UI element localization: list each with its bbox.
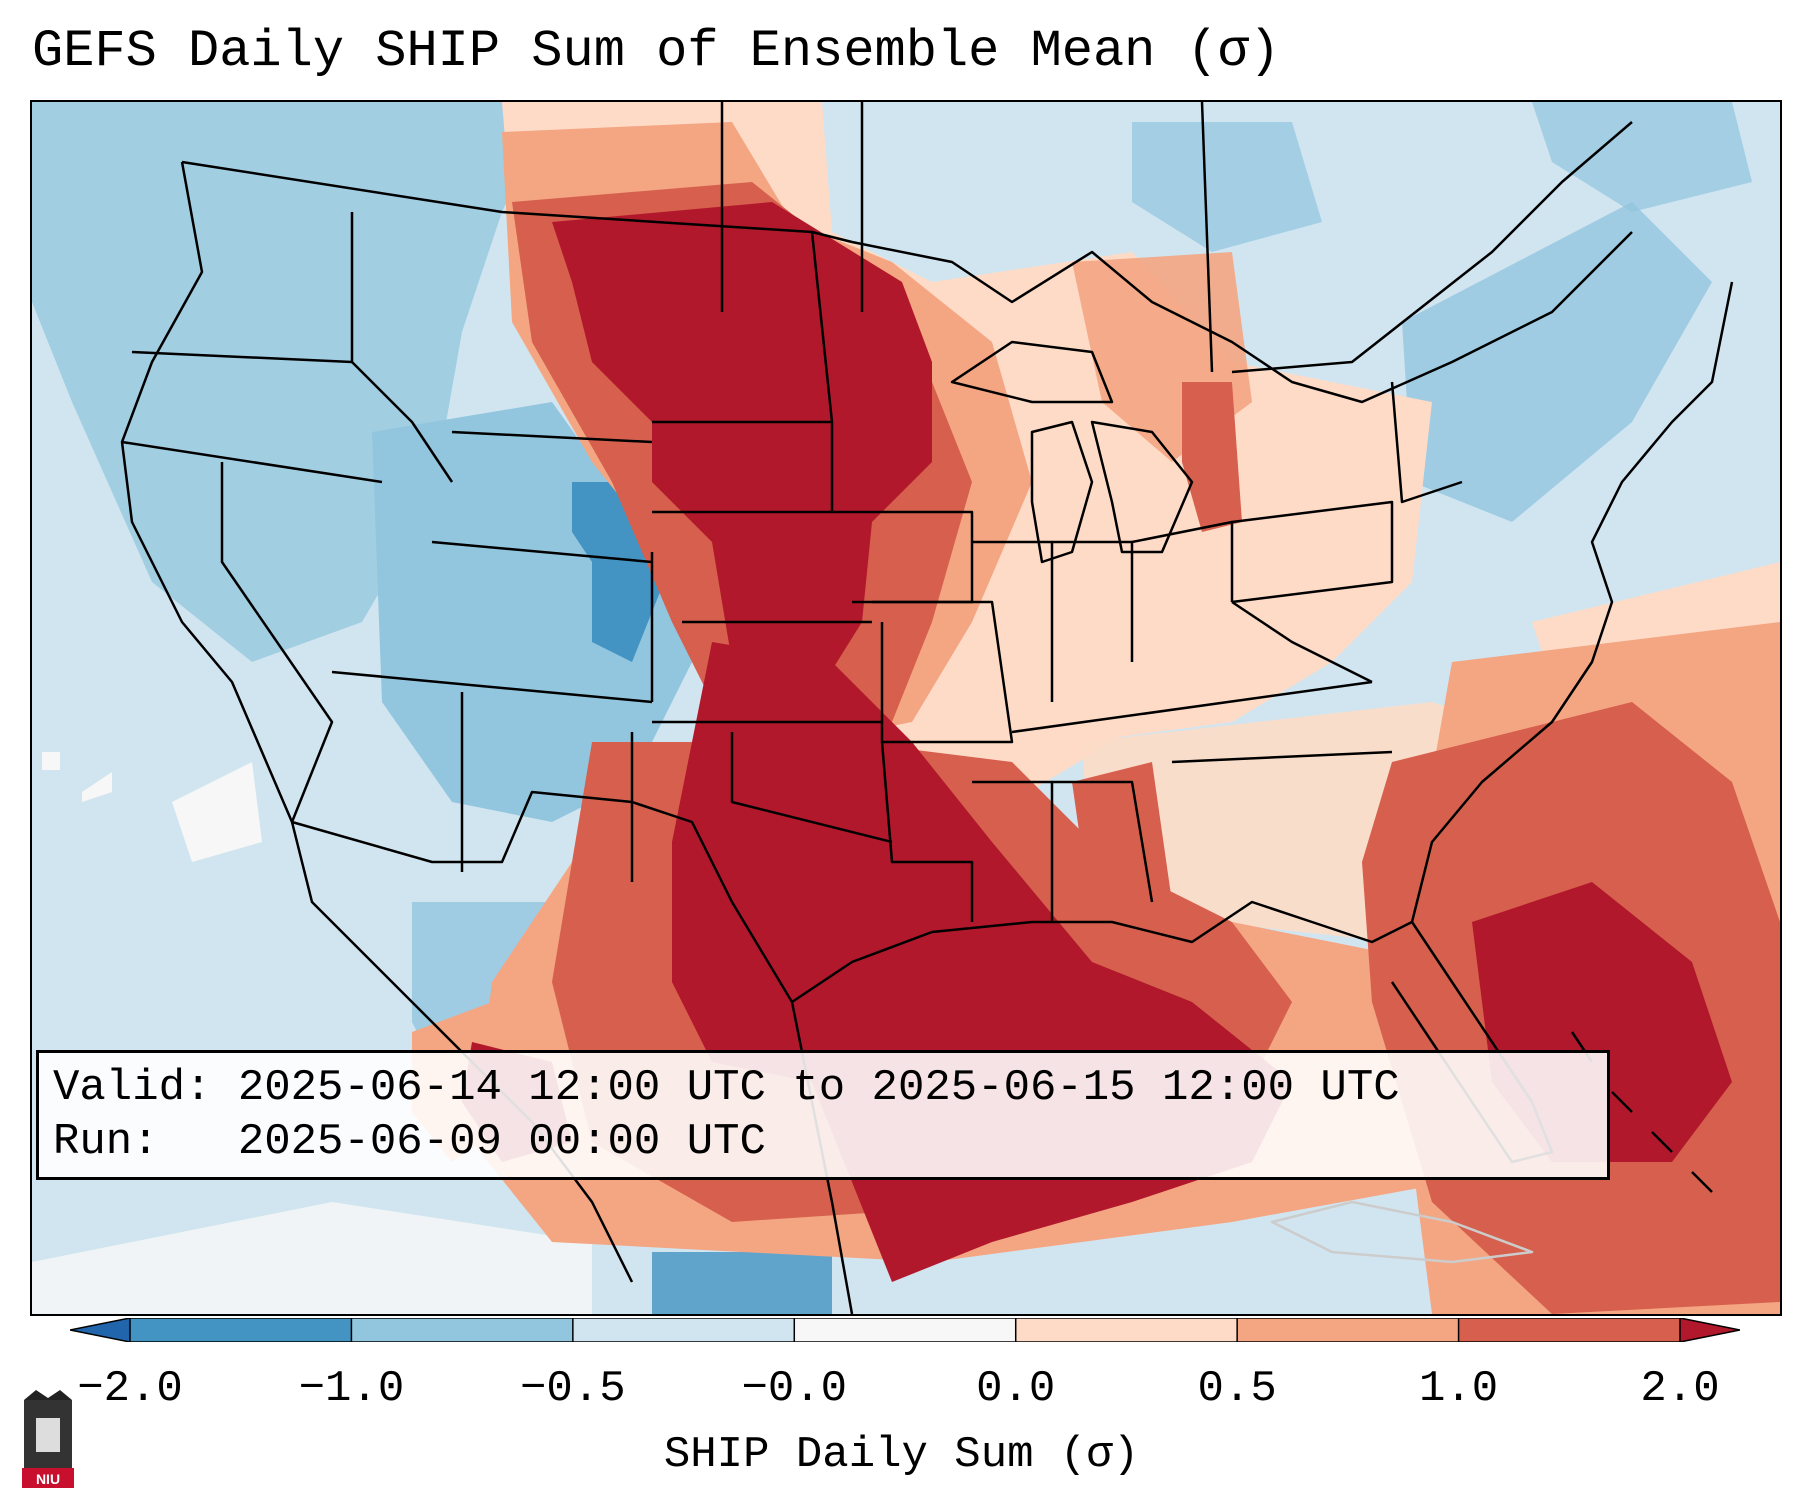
mississippi-strong-positive [1072, 762, 1172, 922]
colorbar-tick-label: −0.5 [520, 1364, 626, 1414]
colorbar-bin-4 [1015, 1318, 1238, 1342]
state-line-tn-ky [1011, 680, 1373, 734]
state-line-nc-sc [1171, 750, 1393, 764]
gulf-coastline [791, 900, 1413, 1004]
canada-province-line-3 [1200, 102, 1214, 373]
colorbar-bin-1 [351, 1318, 574, 1342]
bahamas-outline [1570, 1031, 1713, 1193]
colorbar-tick-label: 1.0 [1418, 1364, 1499, 1414]
state-line-mn-west [810, 231, 834, 512]
state-line-ny-ne [1390, 381, 1463, 504]
south-pacific-neutral [32, 1202, 592, 1314]
page-title: GEFS Daily SHIP Sum of Ensemble Mean (σ) [32, 22, 1281, 81]
canada-east-negative-patch [1132, 122, 1322, 252]
run-time: 2025-06-09 00:00 UTC [237, 1117, 766, 1167]
valid-time-range: 2025-06-14 12:00 UTC to 2025-06-15 12:00… [237, 1063, 1400, 1113]
cuba-outline [1270, 1200, 1534, 1264]
state-line-mt-wy [451, 430, 653, 444]
canada-us-border-west [181, 160, 853, 244]
canada-us-border-great-lakes [851, 231, 1633, 404]
political-boundaries [120, 102, 1734, 1314]
colorbar-bin-2 [572, 1318, 795, 1342]
colorbar-tick-label: −0.0 [741, 1364, 848, 1414]
state-line-mo [872, 600, 1014, 744]
colorbar-extend-low [70, 1318, 130, 1342]
colorbar-tick-label: 0.5 [1197, 1364, 1277, 1414]
logo-roof-icon [24, 1390, 72, 1400]
northeast-negative-region [1402, 202, 1712, 522]
logo-banner [22, 1468, 74, 1488]
validity-info-box: Valid: 2025-06-14 12:00 UTC to 2025-06-1… [36, 1050, 1610, 1180]
state-line-ar-la [880, 741, 974, 922]
colorbar-bin-6 [1458, 1318, 1681, 1342]
colorbar-bin-3 [794, 1318, 1017, 1342]
state-line-wy-co [431, 540, 653, 564]
state-line-al-ga [1052, 780, 1154, 903]
valid-label: Valid: [53, 1063, 212, 1113]
quebec-negative-patch [1532, 102, 1752, 212]
run-label: Run: [53, 1117, 159, 1167]
logo-window-icon [36, 1418, 60, 1452]
colorbar-bin-5 [1237, 1318, 1460, 1342]
state-line-wa-or [131, 350, 353, 364]
northern-plains-extreme [552, 202, 932, 702]
colorbar-tick-label: −1.0 [298, 1364, 405, 1414]
colorbar-extend-high [1680, 1318, 1740, 1342]
canada-quebec-coast [1231, 121, 1633, 374]
baja-strong-negative [652, 1252, 832, 1314]
colorbar-tick-label: 2.0 [1640, 1364, 1720, 1414]
atlantic-coastline [1410, 281, 1734, 923]
mexico-us-border [291, 790, 794, 1003]
state-line-nv-ca [220, 462, 334, 823]
niu-logo: NIU [22, 1390, 74, 1488]
state-line-wv-va [1231, 600, 1373, 684]
pacific-neutral-patch [172, 762, 262, 862]
neutral-patches [32, 752, 592, 1314]
point-neutral-2 [82, 772, 112, 802]
state-line-ut-az [331, 670, 653, 704]
michigan-outline [1090, 420, 1194, 554]
colorbar-label: SHIP Daily Sum (σ) [663, 1430, 1140, 1480]
lake-michigan-outline [1030, 420, 1094, 564]
logo-text: NIU [36, 1471, 60, 1487]
colorbar-tick-label: −2.0 [77, 1364, 183, 1414]
state-line-pa-ny [1231, 500, 1394, 604]
lake-michigan-strong-positive [1182, 382, 1242, 532]
state-line-id [350, 212, 454, 483]
lake-superior-outline [950, 340, 1114, 404]
state-line-ok-tx [730, 732, 893, 844]
state-line-or-ca [121, 440, 383, 484]
colorbar-tick-label: 0.0 [976, 1364, 1056, 1414]
colorbar [70, 1318, 1740, 1342]
northwest-negative-region [32, 102, 552, 662]
point-neutral-1 [42, 752, 60, 770]
colorbar-bin-0 [130, 1318, 352, 1342]
